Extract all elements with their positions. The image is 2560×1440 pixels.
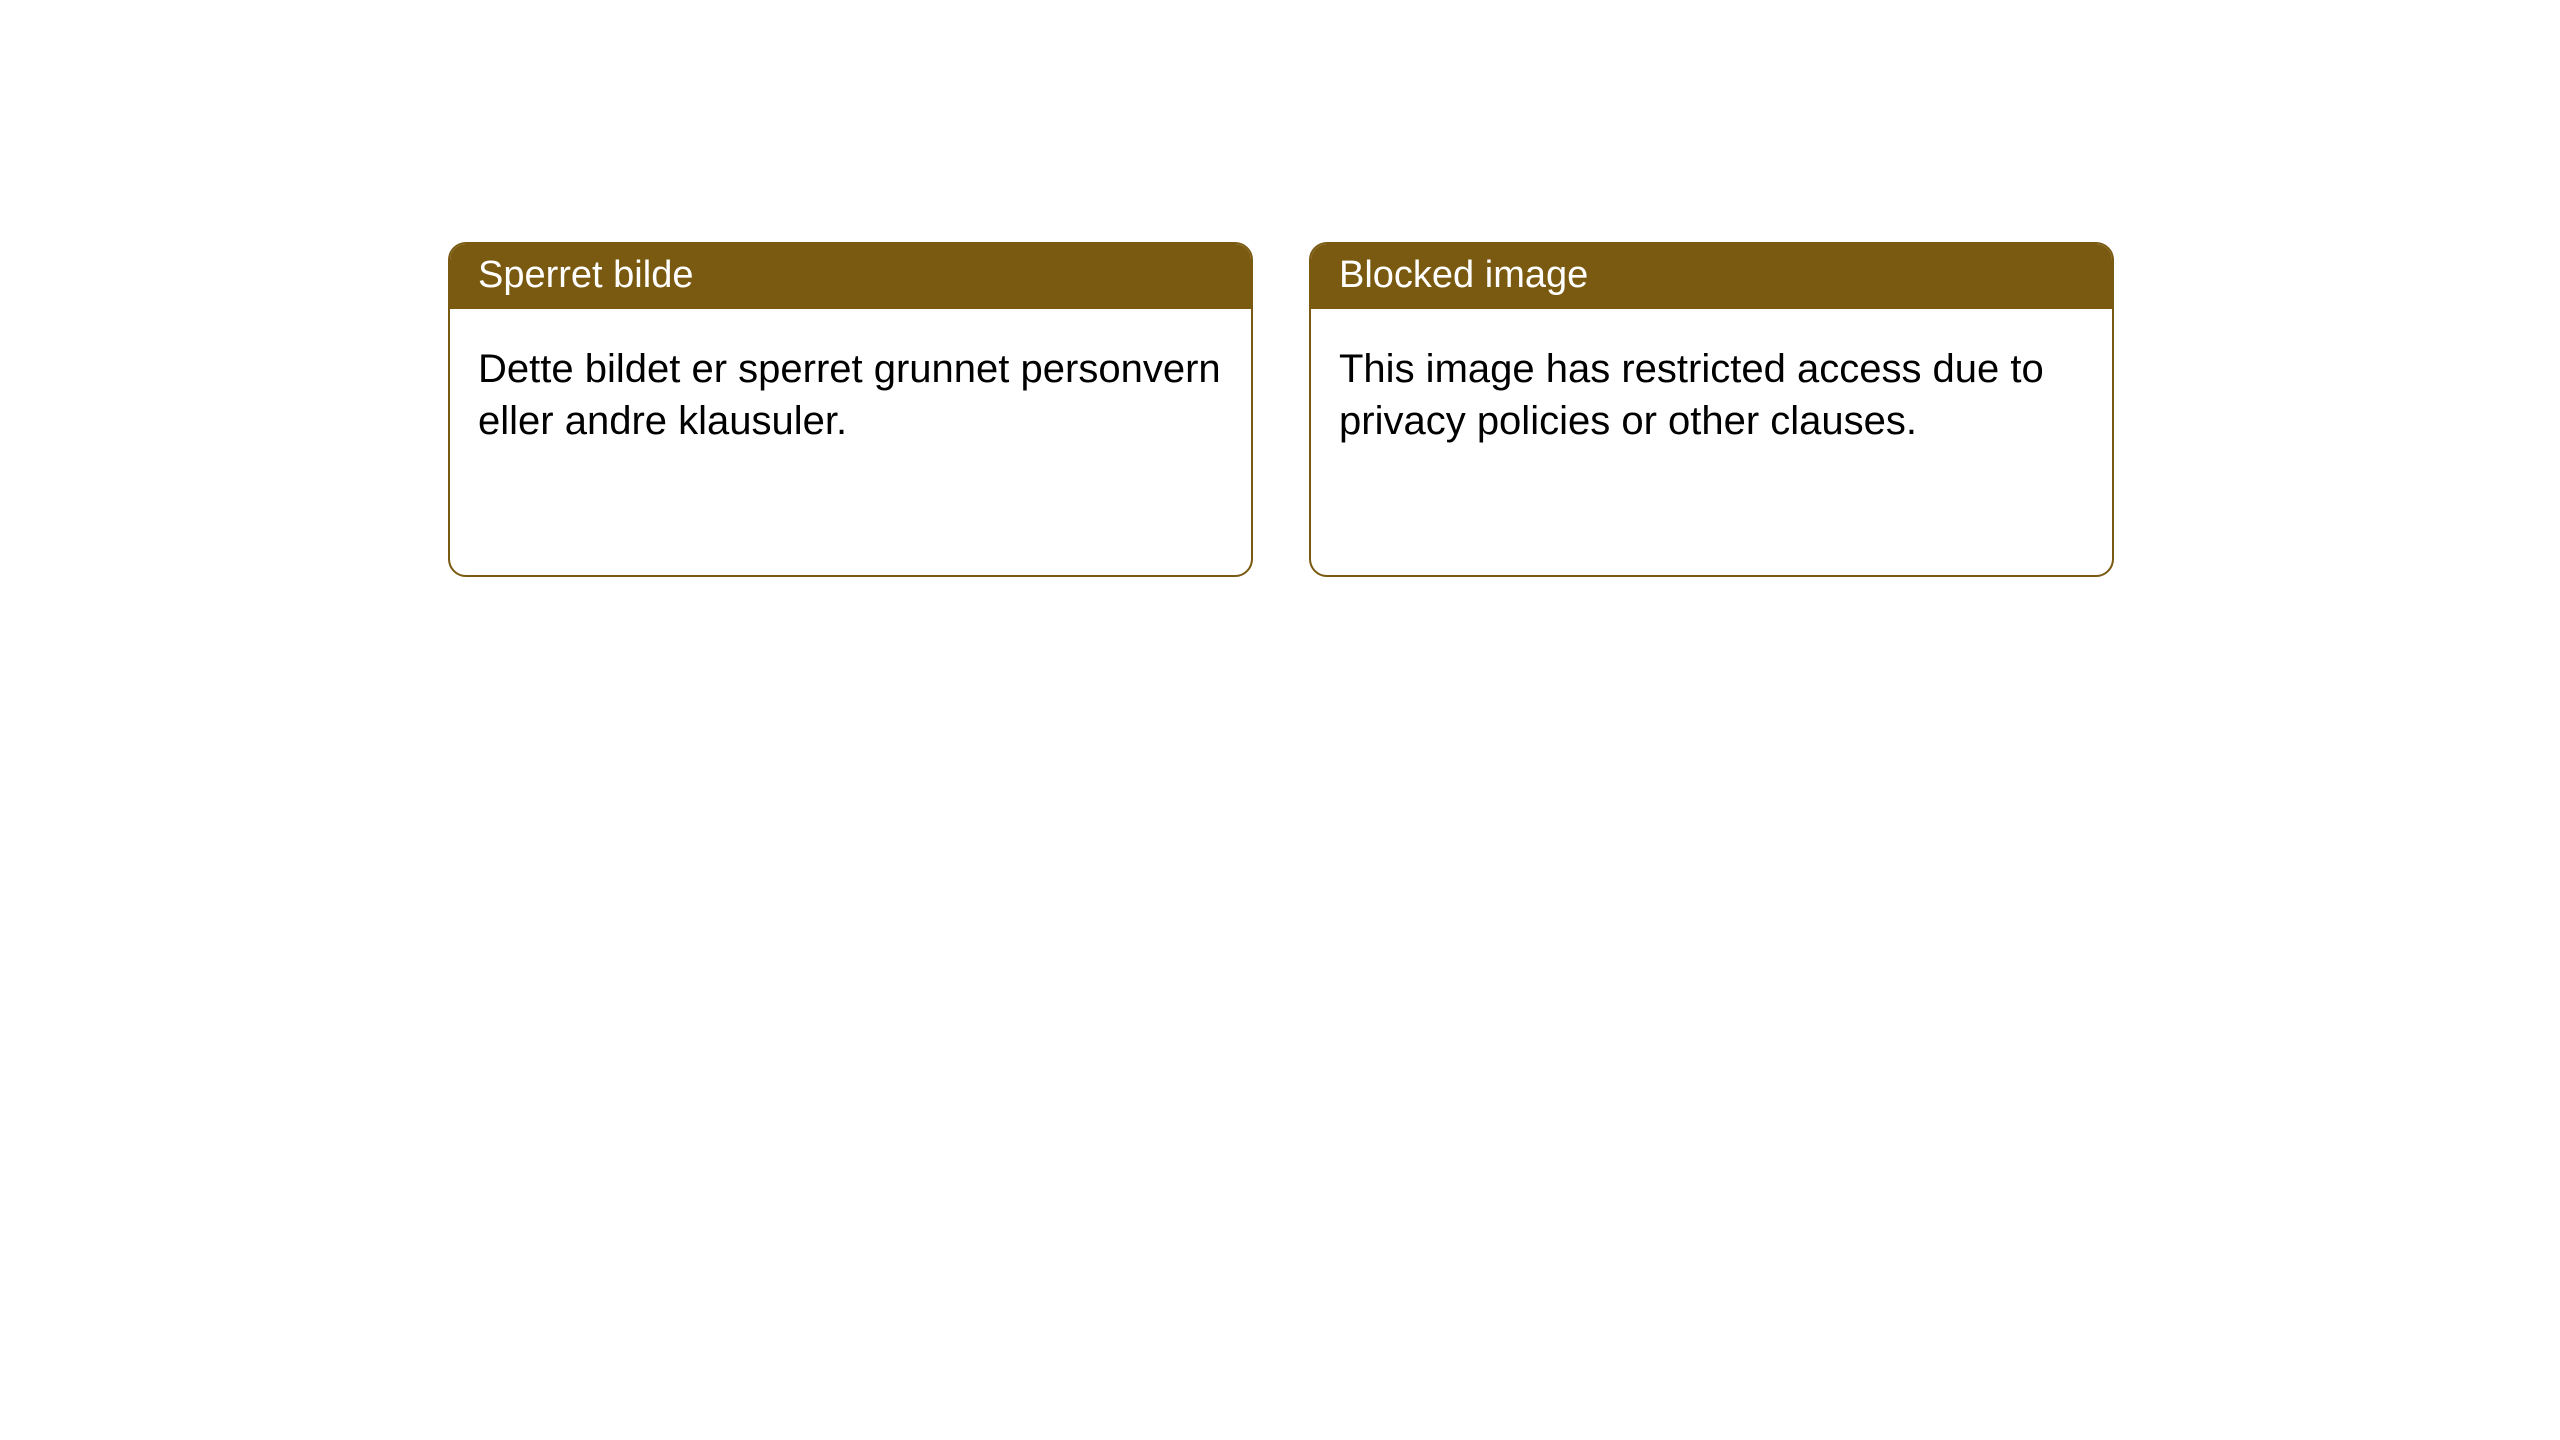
notice-panel-norwegian: Sperret bilde Dette bildet er sperret gr… [448,242,1253,577]
notice-container: Sperret bilde Dette bildet er sperret gr… [448,242,2114,577]
panel-title: Sperret bilde [478,254,693,296]
panel-header: Sperret bilde [450,244,1251,309]
panel-title: Blocked image [1339,254,1588,296]
panel-header: Blocked image [1311,244,2112,309]
panel-body: This image has restricted access due to … [1311,309,2112,481]
panel-body-text: Dette bildet er sperret grunnet personve… [478,347,1221,443]
notice-panel-english: Blocked image This image has restricted … [1309,242,2114,577]
panel-body: Dette bildet er sperret grunnet personve… [450,309,1251,481]
panel-body-text: This image has restricted access due to … [1339,347,2044,443]
